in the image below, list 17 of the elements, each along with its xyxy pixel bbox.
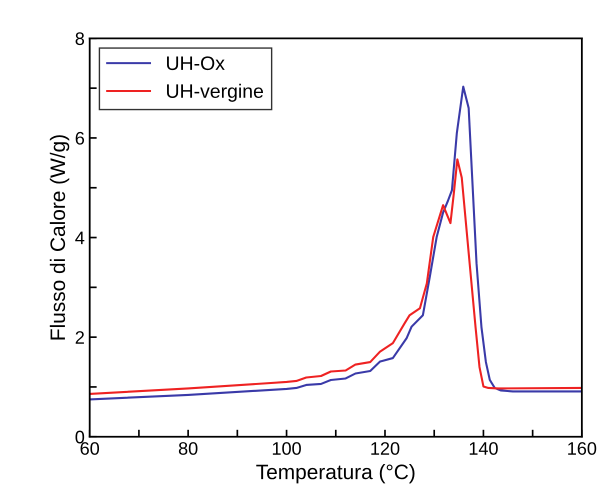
y-tick-label: 2	[76, 331, 84, 344]
y-tick-label: 0	[76, 430, 84, 444]
x-tick-label: 120	[371, 442, 400, 455]
x-tick-label: 80	[178, 442, 198, 455]
legend-label: UH-vergine	[167, 84, 263, 102]
y-tick-label: 8	[76, 32, 84, 46]
x-tick-label: 60	[80, 442, 100, 455]
y-tick-label: 4	[75, 232, 84, 244]
x-tick-label: 160	[568, 442, 596, 455]
y-axis-title: Flusso di Calore (W/g)	[50, 135, 70, 340]
line-series	[90, 86, 582, 400]
line-series	[90, 158, 582, 395]
legend-label: UH-Ox	[167, 56, 225, 70]
x-tick-label: 100	[272, 442, 301, 455]
y-tick-label: 6	[76, 132, 84, 145]
x-tick-label: 140	[470, 442, 498, 455]
x-axis-title: Temperatura (°C)	[256, 464, 414, 484]
